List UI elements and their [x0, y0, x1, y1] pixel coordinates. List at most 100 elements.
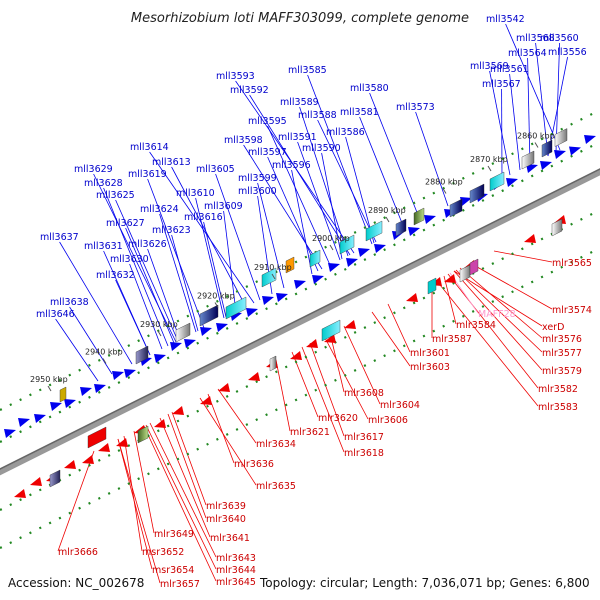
reverse-gene-box: [427, 277, 437, 295]
forward-gene-arrow: [424, 215, 436, 224]
gene-label-reverse: mlr3636: [234, 459, 274, 470]
leader-line-reverse: [167, 413, 207, 519]
gene-label-reverse: mlr3583: [538, 402, 578, 413]
forward-gene-arrow: [18, 418, 30, 427]
forward-gene-box: [489, 171, 505, 192]
gene-label-forward: mll3628: [84, 178, 123, 189]
gene-label-forward: mll3592: [230, 85, 269, 96]
gene-label-reverse: mlr3620: [318, 413, 358, 424]
forward-track-inner: [0, 141, 600, 443]
leader-line-reverse: [207, 393, 235, 464]
leader-line-forward: [243, 144, 323, 270]
gene-label-forward: mll3599: [238, 173, 277, 184]
strand-tracks: [0, 109, 600, 549]
gene-label-forward: mll3629: [74, 164, 113, 175]
leader-line-reverse: [459, 267, 543, 339]
gene-label-forward: mll3542: [486, 14, 525, 25]
reverse-gene-arrow: [524, 234, 536, 243]
forward-gene-box: [59, 386, 67, 403]
leader-line-reverse: [323, 335, 369, 420]
gene-label-forward: mll3567: [482, 79, 521, 90]
kbp-tick-mark: [442, 188, 447, 194]
kbp-tick-label: 2920 kbp: [197, 292, 235, 301]
reverse-gene-box: [87, 426, 107, 449]
gene-label-forward: mll3593: [216, 71, 255, 82]
gene-label-reverse: msr3654: [152, 565, 194, 576]
gene-label-reverse: mlr3639: [206, 501, 246, 512]
leader-line-forward: [171, 166, 247, 308]
leader-line-forward: [215, 173, 261, 301]
kbp-tick-label: 2940 kbp: [85, 348, 123, 357]
forward-gene-box: [199, 304, 219, 327]
leader-line-reverse: [217, 388, 257, 444]
forward-gene-box: [413, 207, 425, 226]
gene-label-reverse: mlr3666: [58, 547, 98, 558]
leader-line-forward: [547, 56, 568, 157]
kbp-tick-mark: [385, 216, 390, 223]
reverse-gene-arrow: [98, 443, 110, 452]
leader-line-forward: [129, 263, 163, 350]
leader-line-forward: [299, 106, 349, 257]
gene-label-reverse: mlr3603: [410, 362, 450, 373]
forward-gene-arrow: [216, 323, 228, 332]
leader-line-forward: [317, 119, 377, 243]
gene-label-forward: mll3598: [224, 135, 263, 146]
gene-label-forward: mll3619: [128, 169, 167, 180]
leader-line-forward: [93, 173, 177, 343]
leader-line-forward: [321, 152, 343, 260]
forward-gene-arrow: [540, 161, 552, 170]
forward-gene-arrow: [246, 308, 258, 317]
reverse-gene-arrow: [290, 351, 302, 360]
kbp-tick-mark: [487, 165, 492, 172]
reverse-gene-arrow: [200, 396, 212, 405]
forward-gene-arrow: [34, 414, 46, 423]
forward-gene-arrow: [124, 369, 136, 378]
gene-label-reverse: xerD: [542, 322, 564, 333]
gene-features: [4, 128, 596, 498]
leader-line-reverse: [149, 422, 217, 558]
reverse-gene-box: [459, 264, 471, 283]
gene-label-forward: mll3631: [84, 241, 123, 252]
gene-label-forward: mll3589: [280, 97, 319, 108]
gene-label-forward: mll3590: [302, 143, 341, 154]
gene-label-forward: mll3616: [184, 212, 223, 223]
reverse-gene-arrow: [82, 455, 94, 464]
leader-line-reverse: [275, 359, 291, 432]
gene-label-forward: mll3564: [508, 48, 547, 59]
reverse-gene-arrow: [406, 293, 418, 302]
gene-label-forward: mll3569: [470, 61, 509, 72]
gene-label-reverse: mlr3601: [410, 348, 450, 359]
gene-label-reverse: mlr3574: [552, 305, 592, 316]
reverse-gene-arrow: [218, 383, 230, 392]
gene-label-reverse: mlr3608: [344, 388, 384, 399]
gene-label-forward: mll3637: [40, 232, 79, 243]
accession-text: Accession: NC_002678: [8, 576, 144, 590]
gene-label-forward: mll3568: [516, 33, 555, 44]
forward-gene-arrow: [262, 296, 274, 305]
forward-gene-box: [365, 220, 383, 242]
kbp-tick-label: 2910 kbp: [254, 263, 292, 272]
forward-gene-arrow: [584, 135, 596, 144]
leader-line-reverse: [171, 411, 207, 506]
leader-line-forward: [359, 116, 405, 229]
leader-line-reverse: [329, 332, 345, 393]
leader-line-reverse: [159, 417, 211, 538]
leader-line-forward: [59, 241, 133, 365]
reverse-track-outer: [0, 247, 600, 549]
leader-line-forward: [249, 94, 351, 256]
leader-line-reverse: [199, 397, 257, 486]
kbp-tick-mark: [534, 142, 539, 148]
forward-gene-arrow: [328, 263, 340, 272]
forward-gene-box: [175, 322, 191, 343]
gene-label-forward: mll3600: [238, 186, 277, 197]
gene-label-forward: mll3605: [196, 164, 235, 175]
gene-label-forward: mll3597: [248, 147, 287, 158]
reverse-gene-arrow: [154, 419, 166, 428]
leader-line-forward: [297, 141, 341, 261]
gene-label-forward: mll3588: [298, 110, 337, 121]
forward-gene-box: [554, 128, 568, 147]
forward-gene-arrow: [50, 402, 62, 411]
leader-line-reverse: [309, 342, 345, 437]
leader-line-forward: [415, 111, 449, 207]
leader-line-reverse: [143, 425, 217, 582]
